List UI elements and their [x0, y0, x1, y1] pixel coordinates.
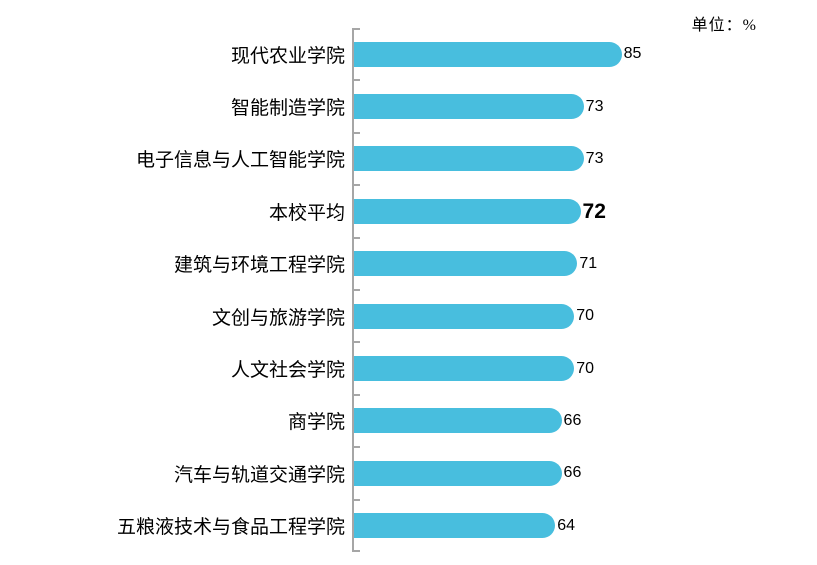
axis-tick — [354, 341, 360, 344]
category-label: 人文社会学院 — [230, 360, 345, 382]
category-label: 电子信息与人工智能学院 — [135, 150, 345, 172]
bar — [353, 41, 622, 67]
category-label: 汽车与轨道交通学院 — [173, 464, 345, 486]
bar — [353, 198, 581, 224]
bar — [353, 408, 562, 434]
bar-cell: 72 — [353, 198, 817, 224]
bar-cell: 70 — [353, 356, 817, 382]
axis-tick — [354, 184, 360, 187]
category-label: 建筑与环境工程学院 — [173, 255, 345, 277]
axis-tick — [354, 550, 360, 552]
axis-tick — [354, 79, 360, 82]
category-label: 智能制造学院 — [230, 98, 345, 120]
value-label: 70 — [576, 359, 594, 377]
bar-cell: 71 — [353, 251, 817, 277]
chart-row: 本校平均 72 — [0, 185, 817, 237]
chart-row: 智能制造学院 73 — [0, 80, 817, 132]
bar — [353, 513, 556, 539]
axis-tick — [354, 393, 360, 396]
chart-row: 文创与旅游学院 70 — [0, 290, 817, 342]
axis-tick — [354, 446, 360, 449]
bar-cell: 66 — [353, 460, 817, 486]
chart-row: 电子信息与人工智能学院 73 — [0, 133, 817, 185]
chart-row: 商学院 66 — [0, 395, 817, 447]
unit-label: 单位：% — [691, 17, 757, 34]
bar-cell: 85 — [353, 41, 817, 67]
bar — [353, 356, 575, 382]
bar-cell: 64 — [353, 513, 817, 539]
value-label: 72 — [582, 199, 606, 223]
chart-row: 建筑与环境工程学院 71 — [0, 238, 817, 290]
bar-cell: 70 — [353, 303, 817, 329]
category-label: 商学院 — [287, 412, 345, 434]
chart-row: 现代农业学院 85 — [0, 28, 817, 80]
chart-row: 汽车与轨道交通学院 66 — [0, 447, 817, 499]
axis-tick — [354, 131, 360, 134]
bar-cell: 66 — [353, 408, 817, 434]
value-label: 64 — [557, 516, 576, 534]
bar — [353, 303, 575, 329]
bar — [353, 94, 584, 120]
bar — [353, 146, 584, 172]
value-label: 73 — [585, 97, 604, 115]
value-label: 85 — [623, 45, 642, 63]
category-label: 本校平均 — [268, 202, 345, 224]
chart-row: 五粮液技术与食品工程学院 64 — [0, 500, 817, 552]
category-label: 文创与旅游学院 — [211, 307, 345, 329]
category-label: 五粮液技术与食品工程学院 — [116, 517, 345, 539]
bar — [353, 251, 578, 277]
bar-cell: 73 — [353, 94, 817, 120]
value-label: 70 — [576, 307, 594, 325]
bar-cell: 73 — [353, 146, 817, 172]
axis-tick — [354, 28, 360, 30]
bar — [353, 460, 562, 486]
category-axis-line — [352, 28, 360, 552]
value-label: 66 — [563, 411, 582, 429]
value-label: 71 — [579, 254, 598, 272]
axis-tick — [354, 498, 360, 501]
axis-tick — [354, 289, 360, 291]
value-label: 73 — [585, 149, 604, 167]
axis-tick — [354, 236, 360, 239]
category-label: 现代农业学院 — [230, 45, 345, 67]
value-label: 66 — [563, 464, 582, 482]
chart-rows: 现代农业学院 85 智能制造学院 73 电子信息与人工智能学院 73 本校平均 … — [0, 28, 817, 552]
chart-row: 人文社会学院 70 — [0, 342, 817, 394]
